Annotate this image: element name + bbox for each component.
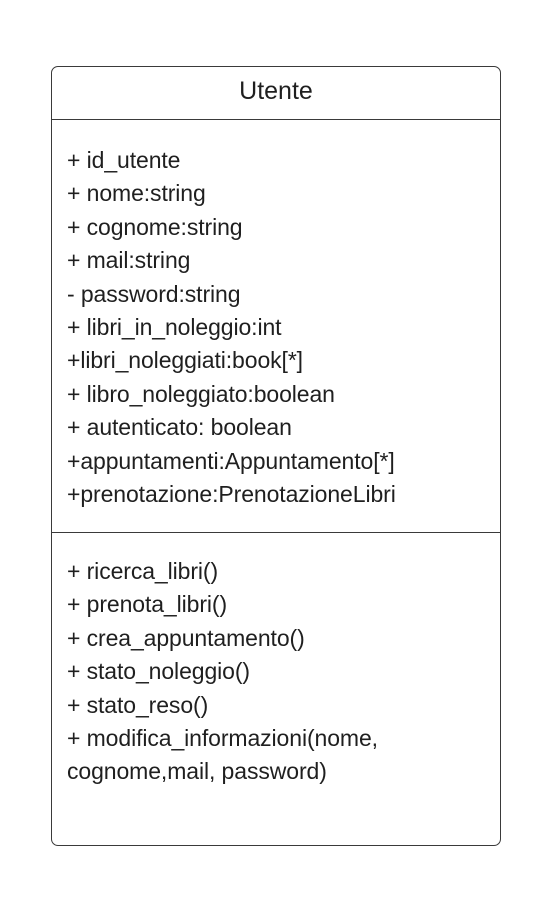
method-prenota-libri: + prenota_libri() [67,591,228,618]
method-stato-noleggio: + stato_noleggio() [67,658,250,685]
attribute-libro-noleggiato: + libro_noleggiato:boolean [67,380,335,407]
attribute-id-utente: + id_utente [67,147,181,173]
method-modifica-informazioni-continued: cognome,mail, password) [67,758,327,785]
attribute-prenotazione: +prenotazione:PrenotazioneLibri [67,481,396,508]
method-ricerca-libri: + ricerca_libri() [67,558,219,584]
methods-section: + ricerca_libri() + prenota_libri() + cr… [52,533,500,845]
attribute-password: - password:string [67,280,241,307]
method-stato-reso: + stato_reso() [67,691,209,718]
method-modifica-informazioni: + modifica_informazioni(nome, [67,725,378,752]
attribute-libri-noleggiati: +libri_noleggiati:book[*] [67,347,303,374]
uml-class-box: Utente + id_utente + nome:string + cogno… [51,66,501,846]
attribute-libri-in-noleggio: + libri_in_noleggio:int [67,314,282,341]
attribute-mail: + mail:string [67,247,191,274]
attribute-cognome: + cognome:string [67,213,243,240]
attribute-nome: + nome:string [67,180,206,207]
attributes-section: + id_utente + nome:string + cognome:stri… [52,120,500,533]
class-name: Utente [52,67,500,120]
method-crea-appuntamento: + crea_appuntamento() [67,624,305,651]
attribute-autenticato: + autenticato: boolean [67,414,292,441]
attribute-appuntamenti: +appuntamenti:Appuntamento[*] [67,447,395,474]
